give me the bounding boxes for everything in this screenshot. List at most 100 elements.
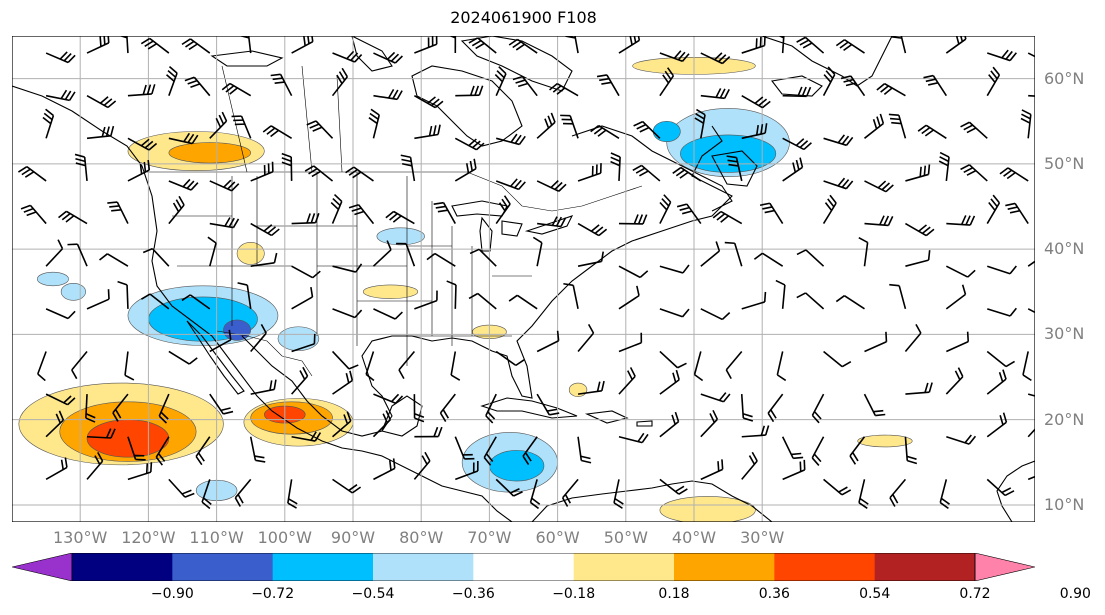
anomaly-region-8 xyxy=(223,319,251,341)
wind-barb xyxy=(823,177,854,190)
wind-barb xyxy=(398,350,415,380)
wind-barb xyxy=(331,67,349,97)
anomaly-region-18 xyxy=(362,284,419,299)
wind-barb xyxy=(536,180,567,192)
wind-barb xyxy=(864,215,894,227)
wind-barb xyxy=(209,217,240,229)
wind-barb xyxy=(250,222,280,237)
wind-barb xyxy=(127,84,156,97)
wind-barb xyxy=(485,393,497,424)
wind-barb xyxy=(168,178,199,191)
wind-barb xyxy=(986,412,1008,438)
wind-barb xyxy=(262,125,293,139)
lon-tick-label: 50°W xyxy=(603,528,648,547)
lon-tick-label: 60°W xyxy=(535,528,580,547)
wind-barb xyxy=(117,280,129,309)
wind-barb xyxy=(577,163,602,182)
wind-barb xyxy=(45,239,64,267)
wind-barb xyxy=(840,75,866,97)
wind-barb xyxy=(140,293,170,310)
wind-barb xyxy=(234,478,252,507)
lon-tick-label: 110°W xyxy=(189,528,244,547)
wind-barb xyxy=(999,167,1029,182)
wind-barb xyxy=(700,409,719,438)
wind-barb xyxy=(945,367,964,395)
wind-barb xyxy=(250,252,278,268)
wind-barb xyxy=(512,75,538,97)
wind-barb xyxy=(400,154,416,182)
wind-barb xyxy=(142,247,170,267)
wind-barb xyxy=(332,370,354,395)
anomaly-region-22 xyxy=(60,282,86,301)
wind-barb xyxy=(446,280,457,309)
wind-barb xyxy=(618,367,636,395)
wind-barb xyxy=(905,222,935,237)
wind-barb xyxy=(864,113,885,139)
wind-barb xyxy=(396,242,416,267)
wind-barb xyxy=(823,350,852,368)
wind-barb xyxy=(618,332,643,353)
wind-barb xyxy=(209,179,240,192)
wind-barb xyxy=(221,82,252,97)
wind-barb xyxy=(560,114,579,139)
wind-barb xyxy=(888,113,907,139)
wind-barb xyxy=(946,331,970,353)
wind-barb xyxy=(426,252,456,267)
wind-barb xyxy=(496,133,526,146)
colorbar-tick-label: 0.18 xyxy=(658,586,690,602)
wind-barb xyxy=(1028,94,1035,97)
wind-barb xyxy=(281,152,293,181)
wind-barb xyxy=(537,216,567,228)
wind-barb xyxy=(694,108,706,139)
wind-barb xyxy=(891,36,907,54)
colorbar-segment xyxy=(172,553,274,581)
wind-barb xyxy=(782,459,806,481)
wind-barb xyxy=(454,158,477,182)
wind-barb xyxy=(725,350,743,379)
wind-barb xyxy=(433,201,456,224)
wind-barb xyxy=(250,324,267,352)
wind-barb xyxy=(454,137,485,151)
wind-barb xyxy=(385,210,415,225)
wind-barb xyxy=(700,241,721,267)
wind-barb xyxy=(86,451,104,480)
wind-barb xyxy=(331,350,359,370)
wind-barb xyxy=(960,164,988,182)
colorbar-segment xyxy=(674,553,775,581)
wind-barb xyxy=(945,265,976,278)
colorbar-tick-label: −0.54 xyxy=(351,586,395,602)
wind-barb xyxy=(450,351,461,381)
wind-barb xyxy=(67,243,88,267)
wind-barb xyxy=(782,86,812,98)
wind-barb xyxy=(700,459,724,481)
wind-barb xyxy=(455,460,479,481)
wind-barb xyxy=(659,350,687,369)
lon-tick-label: 120°W xyxy=(121,528,176,547)
wind-barb xyxy=(414,36,438,54)
wind-barb xyxy=(536,330,560,353)
wind-barb xyxy=(195,436,211,466)
lon-tick-label: 100°W xyxy=(257,528,312,547)
wind-barb xyxy=(468,37,497,54)
wind-barb xyxy=(184,76,211,97)
wind-barb xyxy=(454,436,475,460)
wind-barb xyxy=(1027,308,1035,314)
wind-barb xyxy=(348,203,375,225)
map-panel[interactable] xyxy=(12,36,1035,522)
anomaly-region-21 xyxy=(36,271,69,287)
wind-barb xyxy=(693,351,704,382)
wind-barb xyxy=(659,308,690,318)
lat-tick-label: 10°N xyxy=(1044,494,1085,514)
wind-barb xyxy=(250,161,274,182)
wind-barb xyxy=(618,285,640,310)
wind-barb xyxy=(889,283,907,310)
wind-barb xyxy=(414,124,441,140)
wind-barb xyxy=(633,120,661,139)
wind-barb xyxy=(373,458,396,481)
wind-barb xyxy=(99,253,129,267)
wind-barb xyxy=(168,132,199,145)
wind-barb xyxy=(86,94,117,109)
colorbar-tick-label: 0.36 xyxy=(758,586,790,602)
wind-barb xyxy=(659,67,675,97)
wind-barb xyxy=(613,479,624,509)
